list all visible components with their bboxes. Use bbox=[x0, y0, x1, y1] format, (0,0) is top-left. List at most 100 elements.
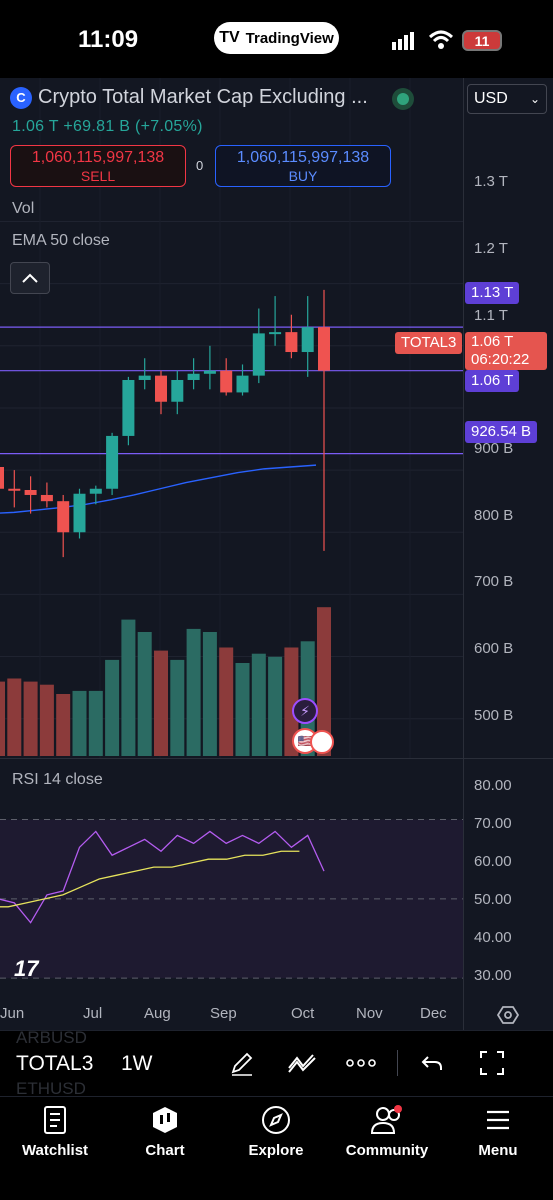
ema-line bbox=[0, 464, 317, 514]
sell-button[interactable]: 1,060,115,997,138 SELL bbox=[10, 145, 186, 187]
tab-chart[interactable]: Chart bbox=[110, 1104, 220, 1159]
volume-bar bbox=[317, 607, 331, 756]
market-status-icon[interactable] bbox=[392, 88, 414, 110]
time-label: Jul bbox=[83, 1005, 103, 1022]
indicator-ema[interactable]: EMA 50 close bbox=[12, 232, 110, 249]
volume-bar bbox=[121, 619, 136, 756]
bar-countdown: 06:20:22 bbox=[471, 351, 530, 368]
rsi-axis-label: 60.00 bbox=[474, 853, 512, 870]
symbol-header[interactable]: C Crypto Total Market Cap Excluding ... bbox=[10, 86, 368, 109]
tab-menu[interactable]: Menu bbox=[443, 1104, 553, 1159]
candle-body bbox=[57, 501, 70, 533]
hline-label: 1.13 T bbox=[465, 282, 520, 304]
spread-value: 0 bbox=[196, 158, 204, 173]
rsi-ma-line bbox=[0, 850, 300, 908]
chart-canvas[interactable] bbox=[0, 78, 463, 1000]
battery-indicator: 11 bbox=[462, 30, 502, 51]
tab-label: Watchlist bbox=[21, 1142, 89, 1159]
bottom-tab-bar bbox=[0, 1096, 553, 1200]
watchlist-icon bbox=[0, 1104, 110, 1136]
status-time: 11:09 bbox=[78, 26, 139, 53]
fullscreen-icon[interactable] bbox=[474, 1046, 510, 1080]
wifi-icon bbox=[428, 30, 454, 55]
tab-label: Community bbox=[345, 1142, 429, 1159]
candle-body bbox=[122, 379, 135, 436]
indicator-rsi[interactable]: RSI 14 close bbox=[12, 771, 103, 788]
rsi-axis-label: 50.00 bbox=[474, 891, 512, 908]
tab-label: Menu bbox=[478, 1142, 518, 1159]
timeframe-selector[interactable]: 1W bbox=[121, 1052, 153, 1075]
undo-icon[interactable] bbox=[414, 1046, 450, 1080]
volume-bar bbox=[202, 632, 217, 756]
tradingview-watermark-icon: 17 bbox=[14, 956, 39, 981]
last-price: 1.06 T bbox=[12, 118, 59, 135]
us-flag-icon[interactable] bbox=[310, 730, 334, 754]
axis-label: 600 B bbox=[474, 640, 514, 657]
ghost-symbol: ETHUSD bbox=[16, 1079, 86, 1098]
more-icon[interactable] bbox=[343, 1046, 379, 1080]
candle-body bbox=[0, 467, 4, 489]
axis-label: 700 B bbox=[474, 573, 514, 590]
volume-bar bbox=[105, 659, 120, 756]
volume-bar bbox=[72, 690, 87, 756]
drawing-pen-icon[interactable] bbox=[224, 1046, 260, 1080]
time-label: Dec bbox=[420, 1005, 447, 1022]
candle-body bbox=[24, 489, 37, 495]
pane-separator[interactable] bbox=[0, 758, 553, 759]
rsi-line bbox=[0, 830, 325, 924]
candle-body bbox=[138, 375, 151, 380]
sell-price: 1,060,115,997,138 bbox=[31, 149, 165, 166]
currency-select[interactable]: USD ⌄ bbox=[467, 84, 547, 114]
volume-bar bbox=[251, 653, 266, 756]
buy-price: 1,060,115,997,138 bbox=[236, 149, 370, 166]
indicators-icon[interactable] bbox=[284, 1046, 320, 1080]
time-label: Jun bbox=[0, 1005, 25, 1022]
volume-bar bbox=[235, 663, 250, 756]
candle-body bbox=[285, 332, 298, 353]
candle-body bbox=[236, 375, 249, 393]
tradingview-pill[interactable]: TV TradingView bbox=[214, 22, 339, 54]
time-label: Aug bbox=[144, 1005, 171, 1022]
volume-bar bbox=[7, 678, 22, 756]
time-axis[interactable]: Jun Jul Aug Sep Oct Nov Dec bbox=[0, 1000, 553, 1030]
axis-label: 900 B bbox=[474, 440, 514, 457]
volume-bar bbox=[39, 684, 54, 756]
tab-community[interactable]: Community bbox=[331, 1104, 443, 1159]
lightning-event-icon[interactable]: ⚡ bbox=[292, 698, 318, 724]
buy-button[interactable]: 1,060,115,997,138 BUY bbox=[215, 145, 391, 187]
volume-bar bbox=[268, 656, 283, 756]
tab-explore[interactable]: Explore bbox=[221, 1104, 331, 1159]
chevron-up-icon bbox=[22, 273, 38, 283]
price-axis[interactable] bbox=[463, 78, 553, 1030]
volume-bar bbox=[219, 647, 234, 756]
sell-label: SELL bbox=[80, 168, 116, 184]
volume-bar bbox=[23, 681, 38, 756]
signal-icon bbox=[392, 32, 418, 55]
symbol-selector[interactable]: TOTAL3 bbox=[16, 1052, 94, 1075]
indicator-vol[interactable]: Vol bbox=[12, 200, 35, 217]
compass-icon bbox=[221, 1104, 331, 1136]
candle-body bbox=[269, 332, 282, 335]
axis-label: 1.1 T bbox=[474, 307, 508, 324]
candle-body bbox=[318, 327, 330, 371]
current-price: 1.06 T bbox=[471, 333, 514, 350]
axis-label: 800 B bbox=[474, 507, 514, 524]
candle-body bbox=[106, 435, 119, 489]
volume-bar bbox=[284, 647, 299, 756]
axis-label: 1.3 T bbox=[474, 173, 508, 190]
volume-bar bbox=[56, 694, 71, 756]
candle-body bbox=[155, 375, 167, 402]
chart-toolbar bbox=[0, 1030, 553, 1096]
price-change: 1.06 T +69.81 B (+7.05%) bbox=[12, 118, 203, 136]
volume-bar bbox=[88, 690, 103, 756]
candle-body bbox=[73, 493, 86, 533]
tab-watchlist[interactable]: Watchlist bbox=[0, 1104, 110, 1159]
rsi-axis-label: 80.00 bbox=[474, 777, 512, 794]
axis-label: 1.2 T bbox=[474, 240, 508, 257]
change-value: +69.81 B (+7.05%) bbox=[63, 118, 203, 135]
candle-body bbox=[220, 370, 233, 393]
chart-icon bbox=[110, 1104, 220, 1136]
candle-body bbox=[8, 488, 21, 491]
collapse-legend-button[interactable] bbox=[10, 262, 50, 294]
chart-settings-icon[interactable] bbox=[496, 1003, 520, 1032]
